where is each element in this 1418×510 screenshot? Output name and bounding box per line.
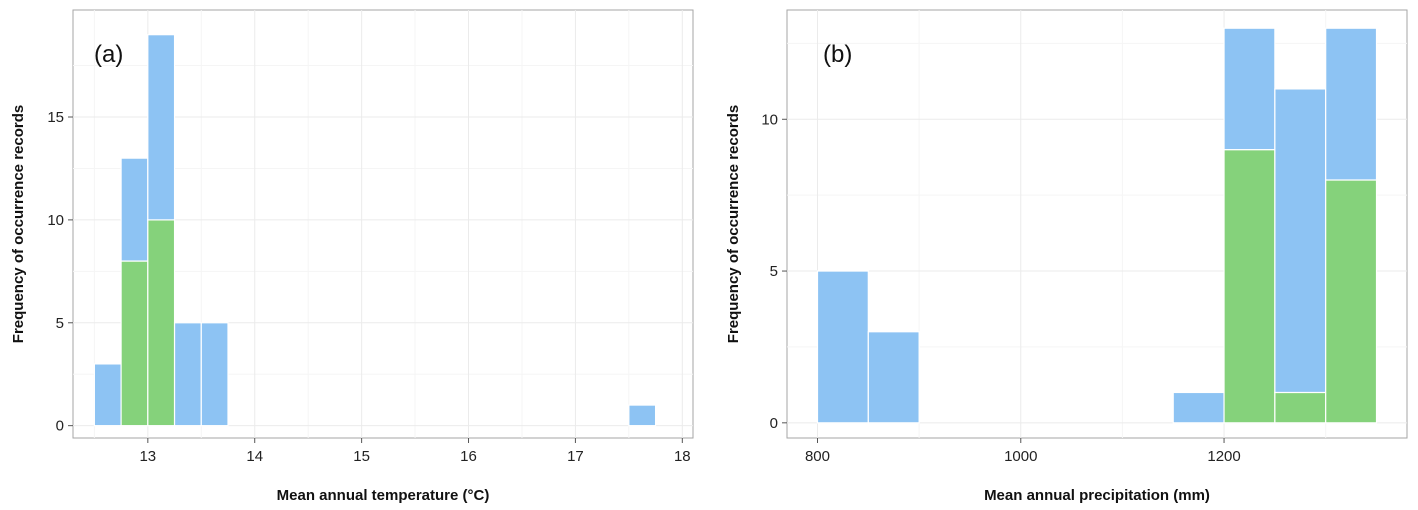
- bar-blue-segment: [1223, 27, 1276, 151]
- y-tick-label: 10: [761, 111, 778, 128]
- bar-green-segment: [120, 260, 149, 427]
- bar-blue-segment: [173, 322, 202, 427]
- x-tick-label: 14: [246, 448, 263, 465]
- bar-green-segment: [1274, 391, 1327, 424]
- x-tick-label: 17: [567, 448, 584, 465]
- bar-blue-segment: [147, 34, 176, 221]
- panel-a: 13 14 15 16 17 18 0 5 10 15 (a) Mean annual temp…: [10, 9, 694, 504]
- panel-b-bars: [816, 27, 1378, 424]
- x-tick-label: 18: [674, 448, 691, 465]
- panel-b-x-ticks: 800 1000 1200: [805, 438, 1241, 465]
- y-tick-label: 5: [770, 263, 778, 280]
- y-tick-label: 0: [56, 418, 64, 435]
- bar-green-segment: [147, 219, 176, 427]
- panel-a-label: (a): [94, 41, 123, 68]
- panel-a-x-axis-title: Mean annual temperature (°C): [277, 487, 490, 504]
- panel-b-y-ticks: 0 5 10: [761, 111, 787, 432]
- bar-blue-segment: [200, 322, 229, 427]
- bar-blue-segment: [1274, 88, 1327, 394]
- y-tick-label: 5: [56, 315, 64, 332]
- panel-b-label: (b): [823, 41, 852, 68]
- bar-green-segment: [1223, 149, 1276, 424]
- x-tick-label: 1200: [1207, 448, 1240, 465]
- panel-b: 800 1000 1200 0 5 10 (b) Mean annual precipi…: [725, 9, 1408, 504]
- x-tick-label: 1000: [1004, 448, 1037, 465]
- bar-green-segment: [1325, 179, 1378, 424]
- y-tick-label: 0: [770, 415, 778, 432]
- bar-blue-segment: [628, 404, 657, 427]
- x-tick-label: 16: [460, 448, 477, 465]
- y-tick-label: 10: [47, 212, 64, 229]
- x-tick-label: 13: [139, 448, 156, 465]
- bar-blue-segment: [1172, 391, 1225, 424]
- bar-blue-segment: [93, 363, 122, 427]
- panel-a-bars: [93, 34, 657, 427]
- panel-a-x-ticks: 13 14 15 16 17 18: [139, 438, 691, 465]
- bar-blue-segment: [867, 331, 920, 424]
- x-tick-label: 800: [805, 448, 830, 465]
- bar-blue-segment: [1325, 27, 1378, 181]
- panel-a-y-axis-title: Frequency of occurrence records: [10, 105, 27, 343]
- panel-b-x-axis-title: Mean annual precipitation (mm): [984, 487, 1210, 504]
- panel-a-y-ticks: 0 5 10 15: [47, 109, 73, 435]
- panel-b-y-axis-title: Frequency of occurrence records: [725, 105, 742, 343]
- bar-blue-segment: [816, 270, 869, 424]
- y-tick-label: 15: [47, 109, 64, 126]
- x-tick-label: 15: [353, 448, 370, 465]
- bar-blue-segment: [120, 157, 149, 262]
